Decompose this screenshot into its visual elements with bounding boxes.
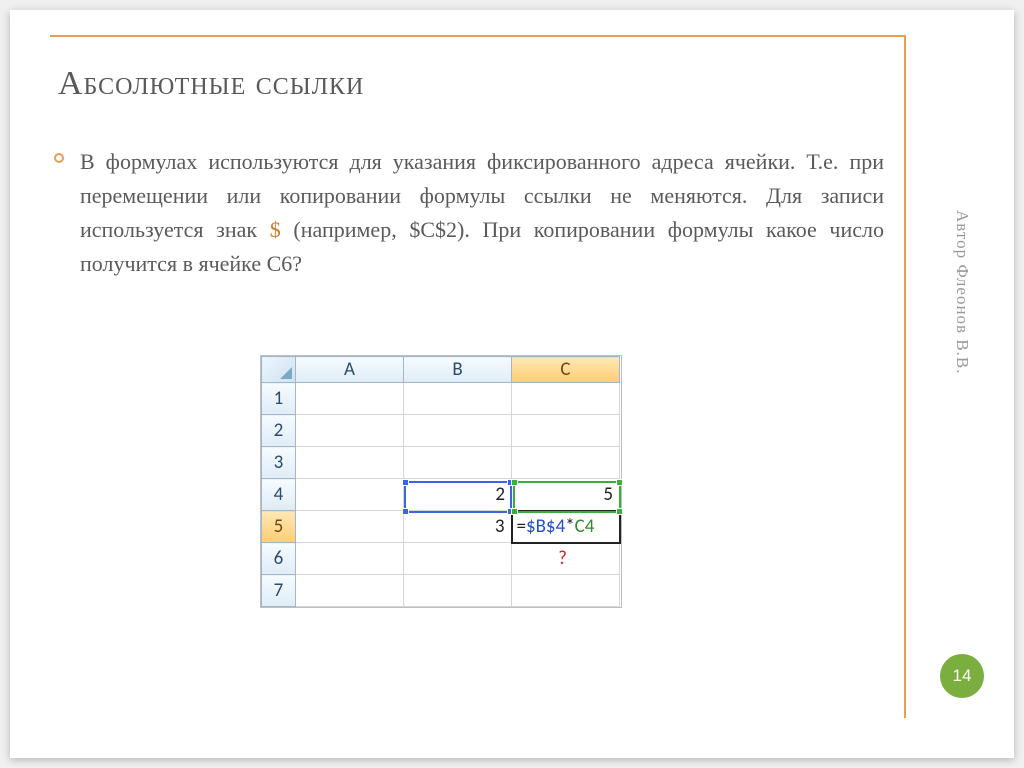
cell-b3[interactable] bbox=[404, 447, 512, 479]
cell-b6[interactable] bbox=[404, 543, 512, 575]
cell-c6[interactable]: ? bbox=[512, 543, 620, 575]
cell-b2[interactable] bbox=[404, 415, 512, 447]
slide-title: Абсолютные ссылки bbox=[58, 65, 364, 103]
row-header-5[interactable]: 5 bbox=[262, 511, 296, 543]
row-header-7[interactable]: 7 bbox=[262, 575, 296, 607]
page-number-badge: 14 bbox=[940, 654, 984, 698]
cell-c4[interactable]: 5 bbox=[512, 479, 620, 511]
row-header-4[interactable]: 4 bbox=[262, 479, 296, 511]
accent-line-right bbox=[904, 35, 906, 718]
page-number: 14 bbox=[953, 666, 972, 686]
cell-a4[interactable] bbox=[296, 479, 404, 511]
formula-ref1: $B$4 bbox=[526, 515, 565, 538]
cell-c1[interactable] bbox=[512, 383, 620, 415]
cell-c3[interactable] bbox=[512, 447, 620, 479]
author-vertical: Автор Флеонов В.В. bbox=[952, 210, 972, 375]
slide-body: Абсолютные ссылки В формулах используютс… bbox=[10, 10, 1014, 758]
row-header-2[interactable]: 2 bbox=[262, 415, 296, 447]
formula-ref2: C4 bbox=[575, 515, 595, 538]
formula-eq: = bbox=[517, 515, 526, 538]
cell-b1[interactable] bbox=[404, 383, 512, 415]
cell-a1[interactable] bbox=[296, 383, 404, 415]
bullet-icon bbox=[54, 153, 64, 163]
cell-a6[interactable] bbox=[296, 543, 404, 575]
cell-c5-formula[interactable]: =$B$4*C4 bbox=[512, 511, 620, 543]
cell-a2[interactable] bbox=[296, 415, 404, 447]
col-header-a[interactable]: A bbox=[296, 357, 404, 383]
col-header-b[interactable]: B bbox=[404, 357, 512, 383]
cell-a3[interactable] bbox=[296, 447, 404, 479]
cell-b4[interactable]: 2 bbox=[404, 479, 512, 511]
cell-b5[interactable]: 3 bbox=[404, 511, 512, 543]
cell-c7[interactable] bbox=[512, 575, 620, 607]
body-paragraph: В формулах используются для указания фик… bbox=[80, 145, 884, 281]
row-header-1[interactable]: 1 bbox=[262, 383, 296, 415]
col-header-c[interactable]: C bbox=[512, 357, 620, 383]
row-header-6[interactable]: 6 bbox=[262, 543, 296, 575]
cell-a5[interactable] bbox=[296, 511, 404, 543]
select-all-corner[interactable] bbox=[262, 357, 296, 383]
cell-c2[interactable] bbox=[512, 415, 620, 447]
accent-line-top bbox=[50, 35, 906, 37]
cell-b7[interactable] bbox=[404, 575, 512, 607]
dollar-sign: $ bbox=[270, 217, 281, 242]
spreadsheet-fragment: A B C 1 2 3 4 bbox=[260, 355, 622, 608]
cell-a7[interactable] bbox=[296, 575, 404, 607]
formula-star: * bbox=[565, 515, 574, 538]
row-header-3[interactable]: 3 bbox=[262, 447, 296, 479]
